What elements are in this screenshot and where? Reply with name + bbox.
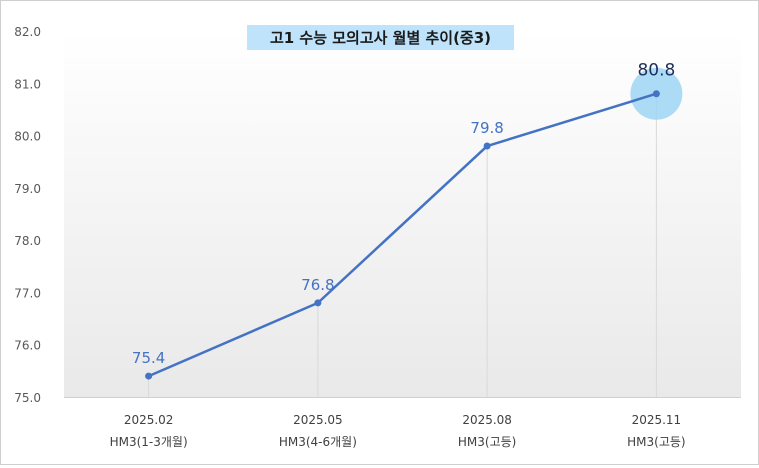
plot-area [64, 31, 741, 397]
y-tick-label: 75.0 [14, 391, 41, 405]
y-axis: 82.0 81.0 80.0 79.0 78.0 77.0 76.0 75.0 [14, 25, 41, 405]
data-point [652, 90, 660, 98]
data-label: 76.8 [301, 276, 334, 294]
data-label: 75.4 [132, 349, 165, 367]
chart-title-background [247, 25, 514, 50]
data-point [145, 372, 153, 380]
data-point [314, 299, 322, 307]
x-tick-label: 2025.02 [124, 413, 174, 427]
data-point [483, 142, 491, 150]
series: 75.4 76.8 79.8 80.8 [132, 61, 683, 380]
x-tick-label: 2025.08 [462, 413, 512, 427]
y-tick-label: 76.0 [14, 339, 41, 353]
data-label: 80.8 [637, 61, 675, 81]
y-tick-label: 82.0 [14, 25, 41, 39]
series-line [148, 92, 657, 378]
y-tick-label: 79.0 [14, 182, 41, 196]
x-axis: 2025.02 HM3(1-3개월) 2025.05 HM3(4-6개월) 2025.0… [110, 413, 686, 449]
chart-title: 고1 수능 모의고사 월별 추이(중3) [270, 29, 491, 47]
x-tick-label: HM3(1-3개월) [110, 435, 188, 449]
x-tick-label: 2025.05 [293, 413, 343, 427]
drop-lines [148, 93, 657, 397]
y-tick-label: 78.0 [14, 234, 41, 248]
data-label: 79.8 [470, 119, 503, 137]
chart-title-group: 고1 수능 모의고사 월별 추이(중3) [247, 25, 514, 50]
x-tick-label: 2025.11 [632, 413, 682, 427]
x-tick-label: HM3(4-6개월) [279, 435, 357, 449]
y-tick-label: 80.0 [14, 130, 41, 144]
x-tick-label: HM3(고등) [458, 435, 516, 449]
y-tick-label: 77.0 [14, 286, 41, 300]
x-tick-label: HM3(고등) [627, 435, 685, 449]
y-tick-label: 81.0 [14, 77, 41, 91]
